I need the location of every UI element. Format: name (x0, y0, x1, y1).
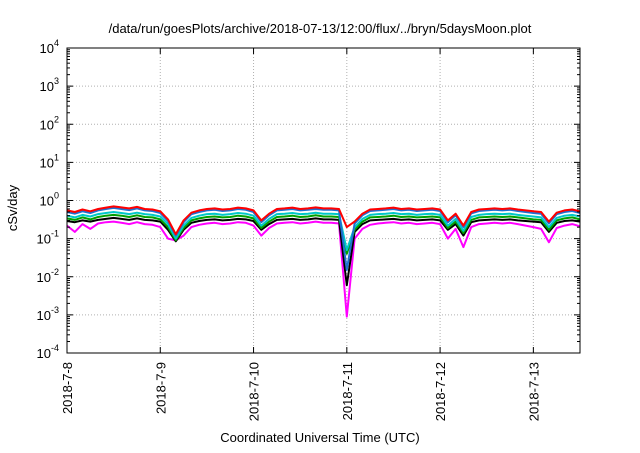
y-tick-label-base: 10 (40, 117, 54, 132)
y-tick-label: 102 (40, 114, 59, 132)
series-line-2 (66, 211, 581, 252)
y-tick-label: 100 (40, 191, 59, 209)
y-tick-label: 101 (40, 152, 59, 170)
x-axis-label: Coordinated Universal Time (UTC) (220, 430, 419, 445)
x-tick-label: 2018-7-9 (153, 362, 168, 414)
x-tick-label: 2018-7-13 (526, 362, 541, 421)
y-tick-label-base: 10 (37, 232, 51, 247)
series-line-1 (66, 206, 581, 271)
y-tick-label-base: 10 (37, 346, 51, 361)
y-tick-label-base: 10 (40, 194, 54, 209)
y-tick-label-exponent: -2 (51, 267, 59, 277)
x-tick-label: 2018-7-10 (247, 362, 262, 421)
y-tick-label-exponent: 4 (54, 38, 59, 48)
y-tick-label-exponent: -4 (51, 343, 59, 353)
x-tick-label: 2018-7-8 (60, 362, 75, 414)
y-tick-label-exponent: -1 (51, 229, 59, 239)
y-tick-label-base: 10 (37, 270, 51, 285)
y-tick-label-exponent: 3 (54, 76, 59, 86)
y-tick-label-base: 10 (40, 79, 54, 94)
y-tick-label-exponent: 0 (54, 191, 59, 201)
series-line-0 (66, 205, 581, 236)
x-tick-label: 2018-7-12 (433, 362, 448, 421)
series-line-3 (66, 213, 581, 255)
y-tick-label: 104 (40, 38, 59, 56)
series-line-4 (66, 216, 581, 287)
y-tick-label-base: 10 (37, 308, 51, 323)
y-tick-label-base: 10 (40, 41, 54, 56)
series-line-5 (66, 220, 581, 318)
series-layer (66, 205, 581, 318)
y-tick-label-exponent: 2 (54, 114, 59, 124)
y-tick-label: 10-1 (37, 229, 59, 247)
x-tick-label: 2018-7-11 (340, 362, 355, 420)
y-tick-label: 10-2 (37, 267, 59, 285)
y-tick-label: 10-3 (37, 305, 59, 323)
y-tick-label-base: 10 (40, 155, 54, 170)
y-tick-label-exponent: 1 (54, 152, 59, 162)
y-axis-label: cSv/day (5, 184, 20, 231)
y-tick-label: 10-4 (37, 343, 59, 361)
y-tick-label: 103 (40, 76, 59, 94)
chart-title: /data/run/goesPlots/archive/2018-07-13/1… (109, 21, 532, 36)
y-tick-label-exponent: -3 (51, 305, 59, 315)
